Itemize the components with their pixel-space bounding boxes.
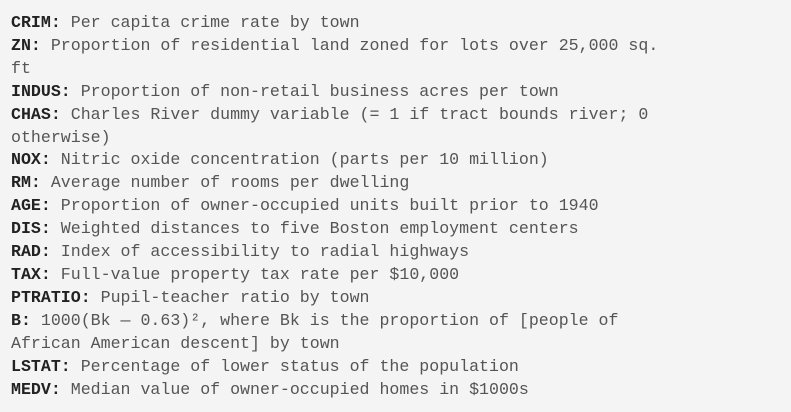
desc-ptratio: Pupil-teacher ratio by town — [100, 287, 370, 307]
entry-tax: TAX: Full-value property tax rate per $1… — [11, 264, 460, 284]
entry-zn-cont: ft — [11, 58, 781, 81]
key-zn: ZN — [11, 35, 31, 55]
desc-tax: Full-value property tax rate per $10,000 — [60, 264, 460, 284]
key-b: B — [11, 310, 21, 330]
desc-indus: Proportion of non-retail business acres … — [80, 81, 559, 101]
key-lstat: LSTAT — [11, 356, 61, 376]
entry-rm: RM: Average number of rooms per dwelling — [11, 173, 410, 193]
desc-b: 1000(Bk — 0.63)², where Bk is the propor… — [40, 310, 619, 330]
entry-lstat: LSTAT: Percentage of lower status of the… — [11, 356, 519, 376]
desc-rm: Average number of rooms per dwelling — [50, 173, 410, 193]
key-indus: INDUS — [11, 81, 61, 101]
entry-zn: ZN: Proportion of residential land zoned… — [11, 35, 659, 55]
desc-zn-cont: ft — [11, 58, 31, 78]
key-rad: RAD — [11, 242, 41, 262]
key-age: AGE — [11, 196, 41, 216]
desc-medv: Median value of owner-occupied homes in … — [70, 379, 529, 399]
desc-chas: Charles River dummy variable (= 1 if tra… — [70, 104, 649, 124]
key-crim: CRIM — [11, 13, 51, 32]
desc-chas-cont: otherwise) — [11, 127, 111, 147]
entry-dis: DIS: Weighted distances to five Boston e… — [11, 219, 579, 239]
key-tax: TAX — [11, 264, 41, 284]
desc-dis: Weighted distances to five Boston employ… — [60, 219, 579, 239]
desc-nox: Nitric oxide concentration (parts per 10… — [60, 150, 549, 170]
key-ptratio: PTRATIO — [11, 287, 81, 307]
desc-b-cont: African American descent] by town — [11, 333, 340, 353]
entry-crim: CRIM: Per capita crime rate by town — [11, 13, 360, 32]
entry-b: B: 1000(Bk — 0.63)², where Bk is the pro… — [11, 310, 619, 330]
entry-b-cont: African American descent] by town — [11, 333, 781, 356]
entry-chas: CHAS: Charles River dummy variable (= 1 … — [11, 104, 649, 124]
desc-zn: Proportion of residential land zoned for… — [50, 35, 659, 55]
entry-chas-cont: otherwise) — [11, 127, 781, 150]
entry-medv: MEDV: Median value of owner-occupied hom… — [11, 379, 529, 399]
entry-rad: RAD: Index of accessibility to radial hi… — [11, 242, 470, 262]
desc-age: Proportion of owner-occupied units built… — [60, 196, 599, 216]
key-dis: DIS — [11, 219, 41, 239]
entry-ptratio: PTRATIO: Pupil-teacher ratio by town — [11, 287, 370, 307]
entry-nox: NOX: Nitric oxide concentration (parts p… — [11, 150, 549, 170]
desc-lstat: Percentage of lower status of the popula… — [80, 356, 519, 376]
key-medv: MEDV — [11, 379, 51, 399]
key-rm: RM — [11, 173, 31, 193]
entry-age: AGE: Proportion of owner-occupied units … — [11, 196, 599, 216]
entry-indus: INDUS: Proportion of non-retail business… — [11, 81, 559, 101]
key-nox: NOX — [11, 150, 41, 170]
desc-crim: Per capita crime rate by town — [70, 13, 360, 32]
desc-rad: Index of accessibility to radial highway… — [60, 242, 470, 262]
key-chas: CHAS — [11, 104, 51, 124]
